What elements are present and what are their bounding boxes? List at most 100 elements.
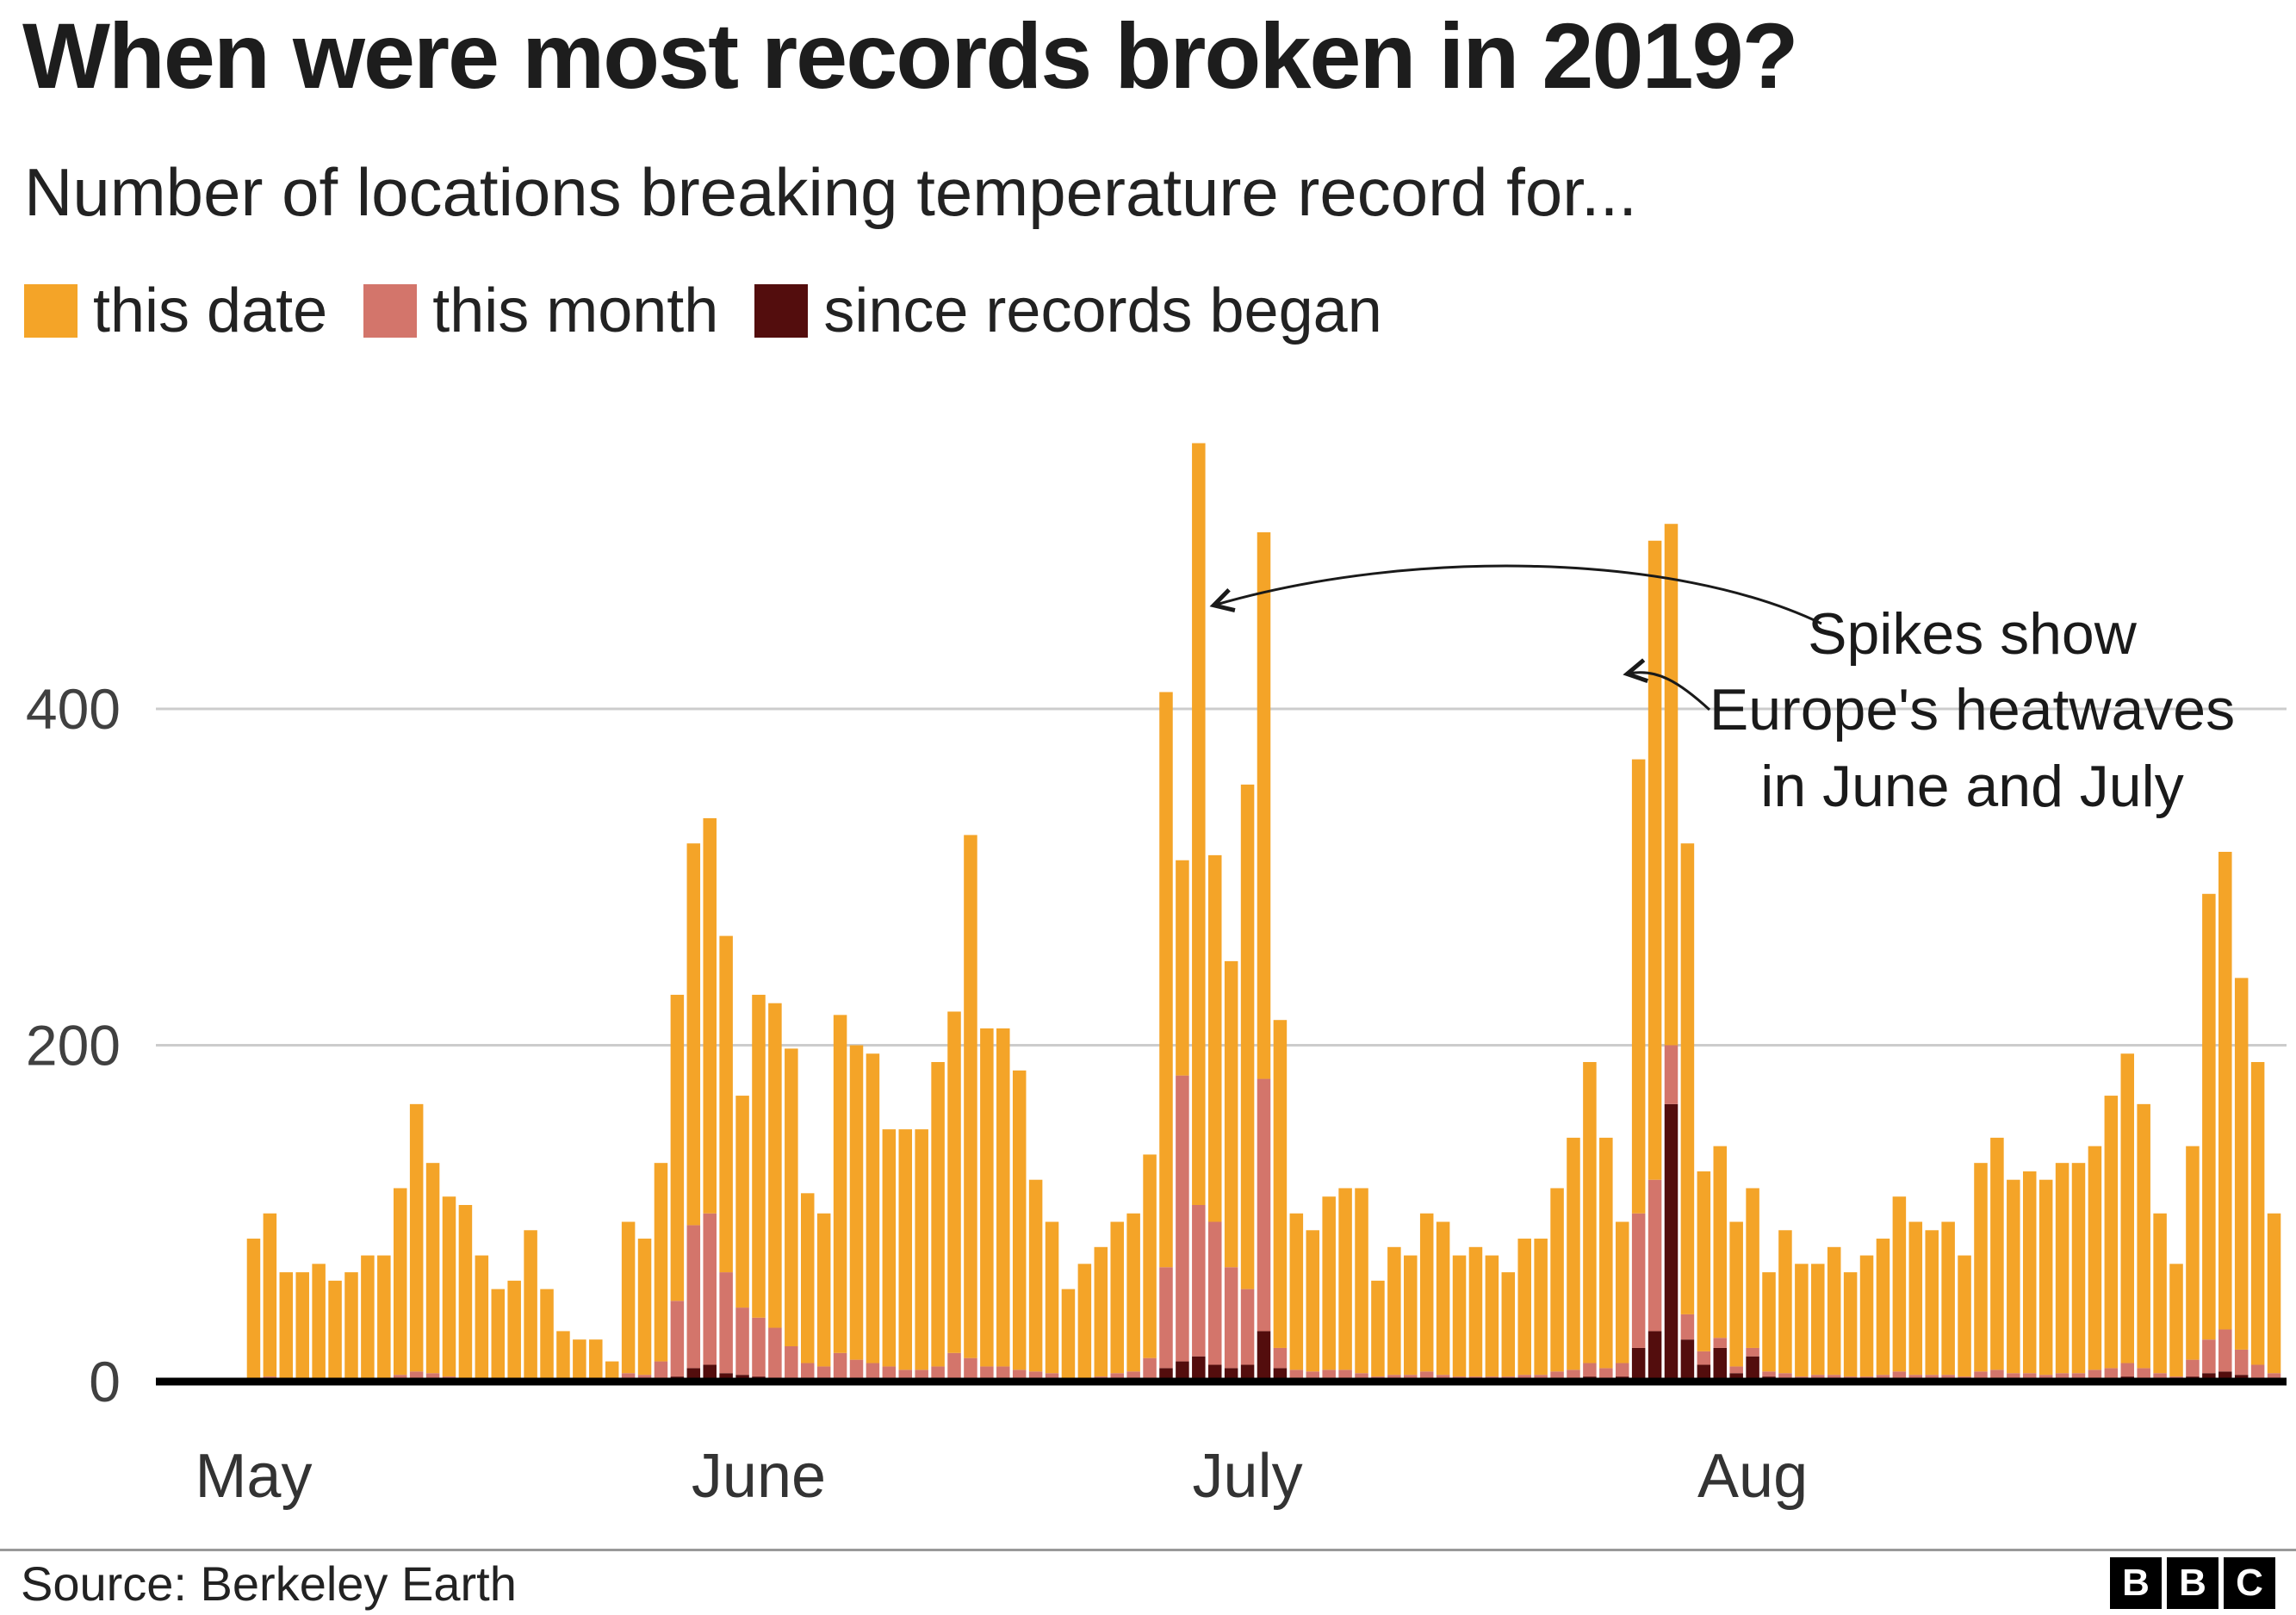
bar-segment: [1176, 1075, 1189, 1362]
bar-segment: [1240, 1364, 1255, 1382]
bar-segment: [328, 1380, 342, 1382]
bar-segment: [344, 1272, 358, 1381]
bar-segment: [2169, 1380, 2183, 1382]
bar-segment: [2250, 1378, 2265, 1382]
bar-segment: [719, 1272, 733, 1374]
bar-segment: [2153, 1373, 2167, 1381]
bar-segment: [605, 1380, 619, 1382]
bar-segment: [816, 1213, 831, 1367]
bar-segment: [964, 835, 977, 1358]
bar-segment: [2202, 893, 2216, 1340]
bar-segment: [377, 1378, 391, 1382]
bar-segment: [2218, 851, 2232, 1330]
bbc-logo: B B C: [2110, 1557, 2275, 1609]
bar-segment: [1615, 1363, 1629, 1377]
bar-segment: [1795, 1376, 1809, 1381]
bar-segment: [1631, 1213, 1646, 1348]
bar-segment: [686, 1368, 701, 1382]
bar-segment: [409, 1103, 424, 1372]
bar-segment: [637, 1380, 652, 1382]
bar-segment: [1958, 1255, 1971, 1377]
x-month-label: June: [692, 1442, 826, 1511]
legend-label-this-date: this date: [93, 276, 328, 345]
bar-segment: [1811, 1380, 1825, 1382]
bar-segment: [605, 1361, 619, 1381]
bar-segment: [540, 1380, 554, 1382]
bar-segment: [768, 1327, 782, 1379]
y-tick-label: 400: [26, 677, 121, 741]
bar-segment: [735, 1375, 749, 1382]
bar-segment: [816, 1380, 831, 1382]
bar-segment: [1583, 1363, 1597, 1377]
bar-segment: [1843, 1376, 1858, 1381]
bar-segment: [295, 1272, 309, 1381]
bar-segment: [1713, 1338, 1728, 1348]
bar-segment: [898, 1129, 913, 1370]
bar-segment: [2250, 1062, 2265, 1365]
bar-segment: [654, 1378, 668, 1382]
bar-segment: [1322, 1196, 1336, 1370]
bar-segment: [1322, 1378, 1336, 1382]
bar-segment: [2153, 1213, 2167, 1374]
bar-segment: [1338, 1370, 1352, 1379]
bar-segment: [2104, 1378, 2119, 1382]
bar-segment: [1028, 1371, 1043, 1381]
bar-segment: [344, 1380, 358, 1382]
bar-segment: [964, 1378, 977, 1382]
bar-segment: [1371, 1376, 1385, 1381]
bar-segment: [1648, 1331, 1662, 1382]
bar-segment: [1746, 1188, 1759, 1348]
bar-segment: [2153, 1380, 2167, 1382]
bar-segment: [1371, 1380, 1385, 1382]
bar-segment: [1273, 1347, 1288, 1369]
bar-segment: [1713, 1146, 1728, 1339]
bar-segment: [1159, 1368, 1173, 1382]
bar-segment: [866, 1053, 880, 1363]
bar-segment: [1355, 1380, 1368, 1382]
bar-segment: [1207, 854, 1222, 1222]
bar-segment: [1468, 1376, 1483, 1381]
bar-segment: [768, 1003, 782, 1328]
bar-segment: [1859, 1380, 1874, 1382]
bar-segment: [849, 1359, 864, 1381]
bar-segment: [1322, 1370, 1336, 1379]
bar-segment: [996, 1380, 1010, 1382]
bar-segment: [1762, 1272, 1776, 1372]
bar-segment: [621, 1221, 636, 1374]
bar-segment: [1664, 1045, 1679, 1104]
bbc-logo-letter-c: C: [2224, 1557, 2275, 1609]
bar-segment: [1192, 1204, 1206, 1357]
bar-segment: [621, 1380, 636, 1382]
bar-segment: [1061, 1378, 1076, 1382]
bar-segment: [915, 1370, 928, 1381]
annotation-heatwaves: Spikes show Europe's heatwaves in June a…: [1671, 596, 2274, 824]
bar-segment: [1599, 1378, 1613, 1382]
bar-segment: [1648, 1179, 1662, 1332]
bar-segment: [1811, 1264, 1825, 1376]
bar-segment: [1843, 1272, 1858, 1377]
bar-segment: [1355, 1188, 1368, 1374]
bar-segment: [1110, 1373, 1124, 1381]
bar-segment: [1648, 540, 1662, 1180]
bar-segment: [2234, 1375, 2249, 1382]
annotation-line-2: Europe's heatwaves: [1709, 677, 2236, 743]
bar-segment: [2007, 1373, 2020, 1381]
bar-segment: [524, 1378, 537, 1382]
bar-segment: [425, 1373, 440, 1381]
bar-segment: [2071, 1163, 2086, 1374]
bar-segment: [2267, 1373, 2281, 1381]
bar-segment: [2186, 1146, 2200, 1360]
bar-segment: [800, 1363, 815, 1381]
bar-segment: [752, 1376, 766, 1382]
bar-segment: [409, 1380, 424, 1382]
bar-segment: [1550, 1378, 1564, 1382]
bar-segment: [670, 994, 685, 1301]
bar-segment: [1892, 1196, 1907, 1372]
bar-segment: [654, 1361, 668, 1379]
bar-segment: [442, 1196, 456, 1377]
y-tick-label: 200: [26, 1014, 121, 1078]
bar-segment: [1159, 692, 1173, 1268]
bar-segment: [1517, 1375, 1531, 1381]
bar-segment: [1974, 1371, 1988, 1379]
bar-segment: [1958, 1376, 1971, 1381]
